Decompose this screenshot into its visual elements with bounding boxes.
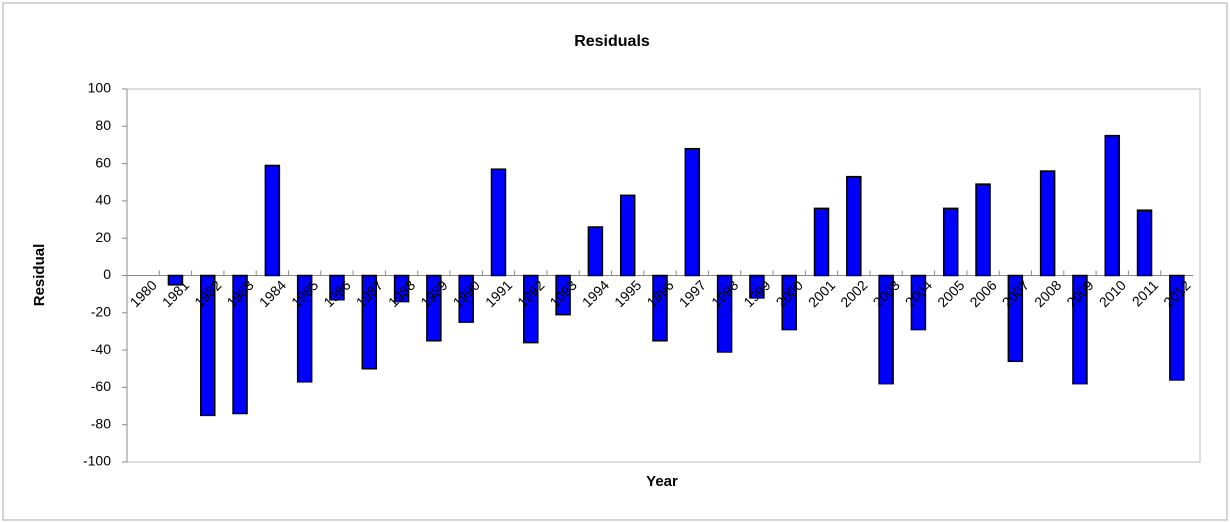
y-tick-label: 100 xyxy=(88,80,112,96)
bar xyxy=(361,274,378,370)
bar xyxy=(716,274,733,353)
bar xyxy=(1104,134,1120,277)
y-tick-label: 60 xyxy=(95,154,111,170)
bar xyxy=(619,194,636,277)
y-tick-label: -60 xyxy=(91,378,111,394)
bar xyxy=(846,175,862,277)
bar xyxy=(813,207,830,277)
bar xyxy=(878,274,894,385)
bar xyxy=(167,274,184,286)
bar xyxy=(555,274,571,316)
y-tick-label: 80 xyxy=(95,117,111,133)
bar xyxy=(296,274,313,383)
y-axis-label: Residual xyxy=(31,244,48,307)
bar xyxy=(942,207,959,277)
bar xyxy=(393,274,410,303)
y-tick-label: 0 xyxy=(103,266,111,282)
bar xyxy=(975,183,991,277)
y-tick-label: -40 xyxy=(91,341,111,357)
bar xyxy=(329,274,345,301)
bar xyxy=(1169,274,1185,381)
x-axis-label: Year xyxy=(646,473,678,490)
bar xyxy=(1136,209,1153,277)
bar xyxy=(587,226,604,277)
bar xyxy=(1072,274,1088,385)
bar xyxy=(910,274,927,331)
y-tick-label: 40 xyxy=(95,192,111,208)
bar xyxy=(490,168,507,277)
y-tick-label: -20 xyxy=(91,304,111,320)
y-tick-label: -100 xyxy=(83,453,111,469)
bar xyxy=(200,274,216,417)
bar xyxy=(458,274,474,323)
bar xyxy=(652,274,668,342)
y-tick-label: -80 xyxy=(91,415,111,431)
bar xyxy=(264,164,281,277)
bar xyxy=(426,274,442,342)
chart-title: Residuals xyxy=(574,33,650,50)
y-tick-label: 20 xyxy=(95,229,111,245)
bar xyxy=(523,274,539,344)
bar xyxy=(684,147,701,277)
bar xyxy=(749,274,765,299)
bar xyxy=(781,274,797,331)
bar xyxy=(1007,274,1024,363)
bar xyxy=(232,274,248,415)
bar xyxy=(1039,170,1056,277)
